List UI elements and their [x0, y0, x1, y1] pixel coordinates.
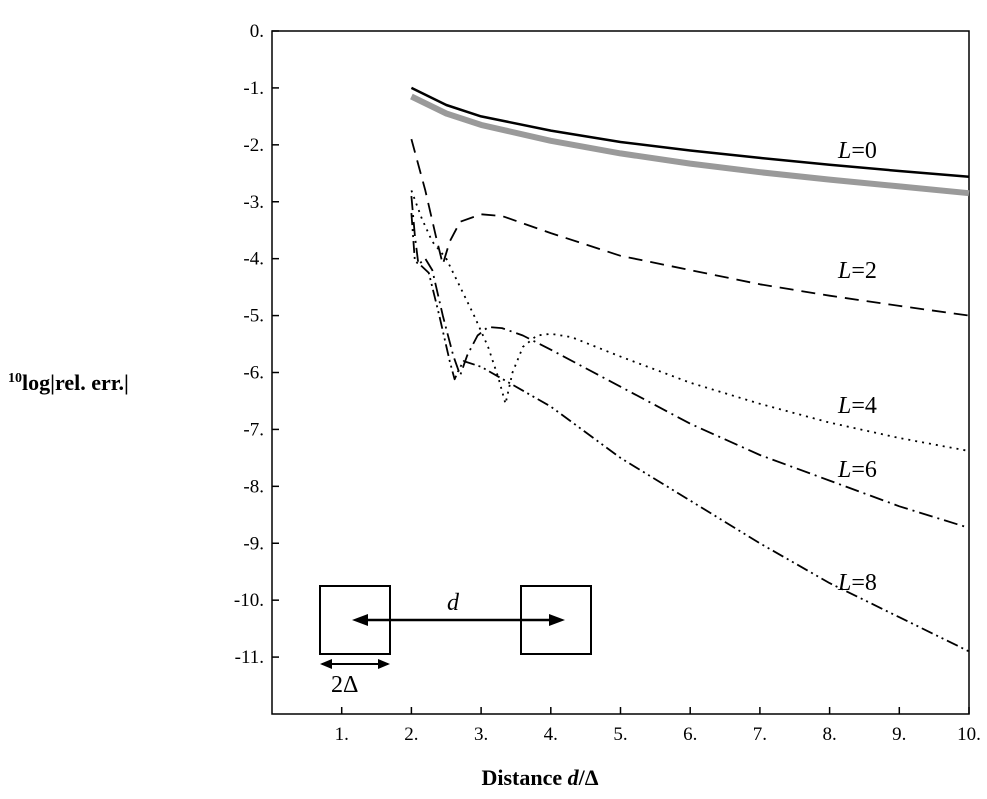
- inset-arrowhead-right: [549, 614, 565, 626]
- x-axis-title: Distance d/Δ: [481, 765, 598, 790]
- plot-frame: [271, 30, 970, 715]
- y-tick-label: -2.: [243, 135, 264, 156]
- series-label-l4: L=4: [837, 393, 877, 419]
- x-tick-label: 2.: [404, 724, 418, 745]
- x-tick-label: 1.: [335, 724, 349, 745]
- y-tick-label: -10.: [234, 590, 264, 611]
- series-l-8-line: [410, 213, 970, 653]
- series-l-2-line: [410, 138, 970, 317]
- x-tick-label: 10.: [957, 724, 981, 745]
- series-label-l8: L=8: [837, 570, 877, 596]
- series-layer: [410, 86, 970, 653]
- x-tick-label: 7.: [753, 724, 767, 745]
- inset-size-arrowhead-left: [320, 659, 332, 669]
- inset-size-label: 2Δ: [331, 672, 358, 698]
- y-tick-label: 0.: [250, 21, 264, 42]
- inset-size-arrowhead-right: [378, 659, 390, 669]
- x-tick-label: 4.: [544, 724, 558, 745]
- y-axis-title: 10log|rel. err.|: [8, 370, 129, 395]
- y-tick-label: -8.: [243, 476, 264, 497]
- x-tick-label: 9.: [892, 724, 906, 745]
- y-tick-label: -5.: [243, 306, 264, 327]
- series-l-6-line: [410, 196, 970, 529]
- series-label-l2: L=2: [837, 258, 877, 284]
- series-gray-band-line: [410, 93, 970, 197]
- x-tick-label: 5.: [613, 724, 627, 745]
- inset-distance-label: d: [447, 590, 460, 616]
- inset-schematic: d 2Δ: [319, 585, 592, 698]
- x-tick-label: 8.: [822, 724, 836, 745]
- series-l-0-line: [410, 86, 970, 178]
- series-label-l6: L=6: [837, 457, 877, 483]
- y-tick-label: -6.: [243, 363, 264, 384]
- series-l-4-line: [410, 190, 970, 452]
- y-tick-label: -1.: [243, 78, 264, 99]
- y-axis-title-main: log|rel. err.|: [22, 370, 129, 395]
- x-tick-label: 3.: [474, 724, 488, 745]
- series-label-l0: L=0: [837, 138, 877, 164]
- y-axis-title-superscript: 10: [8, 371, 22, 386]
- y-tick-label: -11.: [235, 647, 264, 668]
- y-tick-label: -9.: [243, 533, 264, 554]
- y-tick-label: -7.: [243, 419, 264, 440]
- y-tick-label: -4.: [243, 249, 264, 270]
- x-tick-label: 6.: [683, 724, 697, 745]
- y-tick-label: -3.: [243, 192, 264, 213]
- inset-arrowhead-left: [352, 614, 368, 626]
- axis-ticks: 0. -1. -2. -3. -4. -5. -6. -7. -8. -9. -10. -11. 1. 2…: [234, 21, 981, 745]
